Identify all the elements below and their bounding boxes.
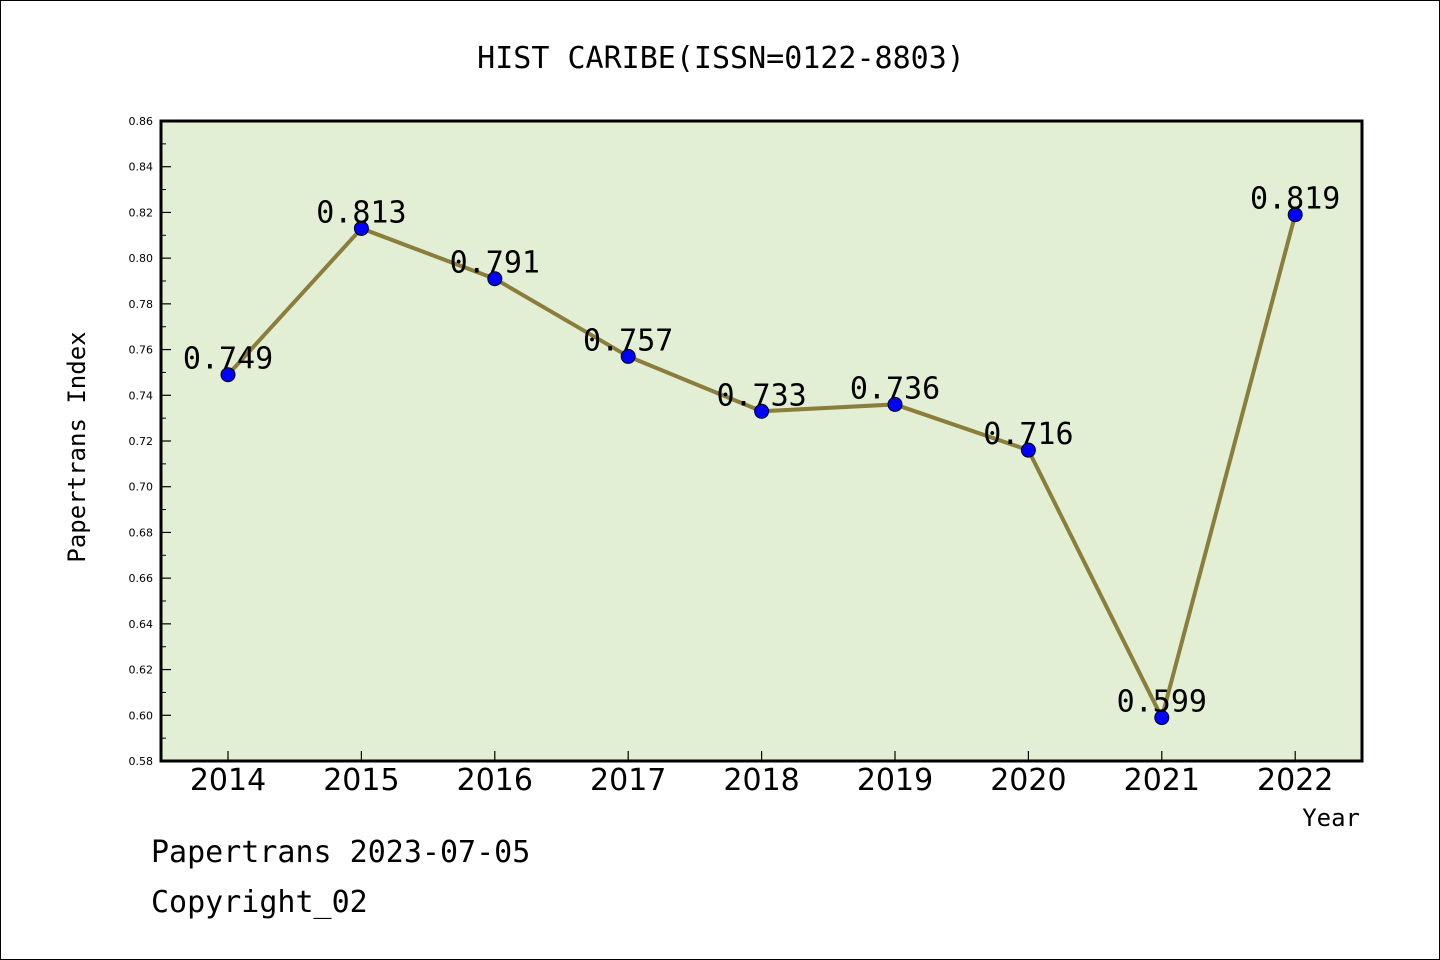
- y-tick-label: 0.82: [129, 206, 154, 219]
- data-label: 0.599: [1117, 685, 1207, 720]
- y-tick-label: 0.74: [129, 389, 154, 402]
- footer-copyright: Copyright_02: [151, 885, 368, 920]
- y-tick-label: 0.76: [129, 344, 154, 357]
- data-label: 0.819: [1250, 182, 1340, 217]
- data-label: 0.791: [450, 246, 540, 281]
- y-tick-label: 0.78: [129, 298, 154, 311]
- x-tick-label: 2022: [1257, 763, 1333, 798]
- data-point: [220, 367, 236, 383]
- x-tick-label: 2014: [190, 763, 266, 798]
- data-point: [1154, 710, 1170, 726]
- x-tick-label: 2016: [457, 763, 533, 798]
- y-axis-label: Papertrans Index: [63, 331, 91, 562]
- y-tick-label: 0.64: [129, 618, 154, 631]
- y-tick-label: 0.70: [129, 481, 154, 494]
- x-axis-label: Year: [1302, 804, 1360, 832]
- x-tick-label: 2015: [323, 763, 399, 798]
- chart-title: HIST CARIBE(ISSN=0122-8803): [477, 41, 965, 76]
- data-point: [754, 403, 770, 419]
- x-tick-label: 2019: [857, 763, 933, 798]
- data-label: 0.757: [583, 323, 673, 358]
- data-point: [353, 220, 369, 236]
- data-label: 0.736: [850, 371, 940, 406]
- y-tick-label: 0.86: [129, 115, 154, 128]
- y-tick-label: 0.68: [129, 526, 154, 539]
- y-tick-label: 0.58: [129, 755, 154, 768]
- y-tick-label: 0.84: [129, 161, 154, 174]
- x-tick-label: 2021: [1124, 763, 1200, 798]
- data-point: [887, 396, 903, 412]
- y-tick-label: 0.62: [129, 664, 154, 677]
- data-label: 0.813: [316, 195, 406, 230]
- x-tick-label: 2017: [590, 763, 666, 798]
- y-tick-label: 0.60: [129, 709, 154, 722]
- plot-border: [159, 119, 1364, 763]
- y-tick-label: 0.66: [129, 572, 154, 585]
- data-point: [1287, 207, 1303, 223]
- data-point: [620, 348, 636, 364]
- data-label: 0.716: [983, 417, 1073, 452]
- x-tick-label: 2018: [723, 763, 799, 798]
- data-label: 0.733: [716, 378, 806, 413]
- y-tick-label: 0.72: [129, 435, 154, 448]
- y-tick-label: 0.80: [129, 252, 154, 265]
- data-point: [1020, 442, 1036, 458]
- data-point: [487, 271, 503, 287]
- footer-date: Papertrans 2023-07-05: [151, 835, 531, 870]
- x-tick-label: 2020: [990, 763, 1066, 798]
- data-label: 0.749: [183, 342, 273, 377]
